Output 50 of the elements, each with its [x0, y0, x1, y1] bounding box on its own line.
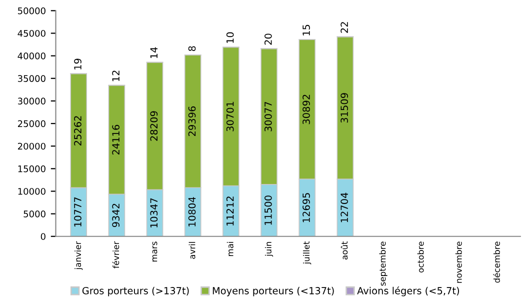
data-label: 12 — [112, 70, 120, 82]
y-tick-label: 15000 — [18, 165, 46, 172]
data-label: 12695 — [302, 193, 310, 222]
data-label: 19 — [74, 58, 82, 70]
legend-label: Moyens porteurs (<137t) — [212, 286, 334, 296]
y-tick-label: 30000 — [18, 98, 46, 105]
y-tick-label: 0 — [40, 233, 46, 240]
legend-label: Avions légers (<5,7t) — [357, 286, 459, 296]
y-tick-label: 10000 — [18, 188, 46, 195]
data-label: 25262 — [74, 116, 82, 146]
x-tick-label: mai — [226, 242, 234, 256]
data-label: 10777 — [74, 197, 82, 226]
y-tick-label: 45000 — [18, 30, 46, 37]
data-label: 12704 — [340, 192, 348, 222]
data-label: 11212 — [226, 196, 234, 226]
data-label: 30892 — [302, 94, 310, 124]
x-tick-label: janvier — [74, 241, 83, 270]
y-tick-label: 5000 — [24, 210, 46, 218]
data-label: 30701 — [226, 102, 234, 132]
x-tick-label: mars — [152, 242, 158, 262]
y-tick-label: 35000 — [18, 75, 46, 82]
y-tick-label: 20000 — [18, 142, 46, 150]
x-tick-label: avril — [188, 242, 196, 259]
x-tick-label: juin — [264, 242, 274, 257]
data-label: 30077 — [264, 102, 272, 132]
x-tick-label: juillet — [303, 241, 312, 264]
data-label: 31509 — [340, 93, 348, 123]
x-tick-label: février — [112, 241, 120, 268]
data-label: 10347 — [150, 198, 158, 228]
y-tick-label: 40000 — [18, 52, 46, 60]
y-tick-label: 50000 — [18, 7, 46, 14]
data-label: 9342 — [112, 204, 120, 228]
x-tick-label: novembre — [455, 242, 462, 283]
x-tick-label: octobre — [417, 242, 424, 272]
legend-label: Gros porteurs (>137t) — [82, 286, 189, 296]
data-label: 24116 — [112, 124, 120, 155]
data-label: 22 — [340, 22, 348, 33]
data-label: 15 — [302, 24, 310, 36]
y-tick-label: 25000 — [18, 120, 46, 128]
x-tick-label: août — [340, 241, 348, 260]
x-tick-label: septembre — [379, 242, 388, 286]
data-label: 14 — [150, 47, 158, 58]
data-label: 8 — [188, 46, 196, 52]
data-label: 29396 — [188, 106, 196, 136]
data-label: 10 — [226, 32, 234, 43]
data-label: 11500 — [264, 196, 272, 225]
x-tick-label: décembre — [493, 242, 500, 283]
data-label: 28209 — [150, 111, 158, 141]
data-label: 20 — [264, 34, 272, 45]
data-label: 10804 — [188, 197, 196, 226]
